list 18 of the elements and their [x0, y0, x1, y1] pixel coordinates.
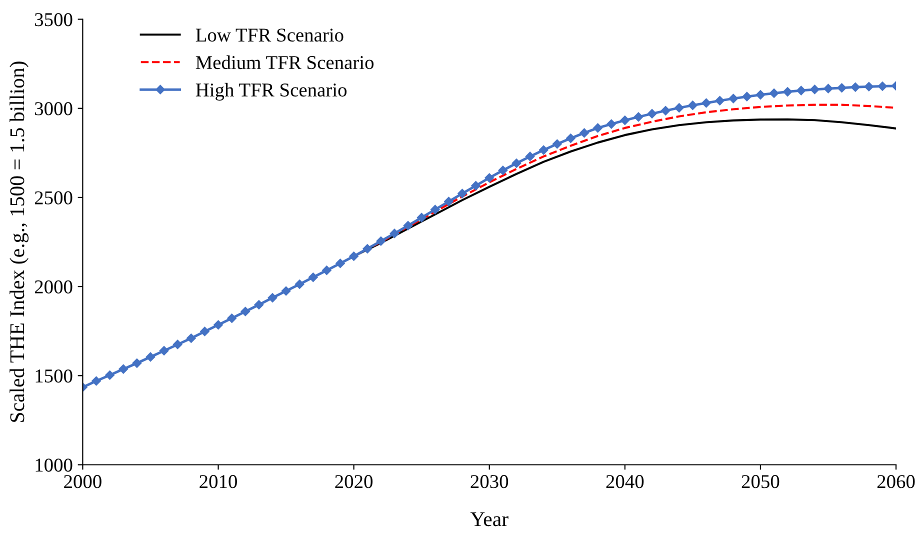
- x-tick-label: 2020: [335, 475, 373, 488]
- x-tick-label: 2000: [64, 475, 102, 488]
- legend-label: Medium TFR Scenario: [196, 55, 374, 70]
- legend-label: High TFR Scenario: [196, 82, 347, 101]
- y-axis-title: Scaled THE Index (e.g., 1500 = 1.5 billion): [10, 62, 29, 422]
- x-tick-label: 2040: [606, 475, 644, 488]
- x-tick-label: 2010: [200, 475, 237, 488]
- x-tick-label: 2050: [742, 475, 780, 488]
- y-tick-label: 1000: [36, 458, 72, 472]
- x-tick-label: 2060: [877, 475, 915, 488]
- y-tick-label: 2000: [34, 280, 72, 294]
- x-axis-title: Year: [470, 512, 508, 526]
- legend-label: Low TFR Scenario: [196, 28, 344, 42]
- y-tick-label: 3000: [35, 102, 72, 116]
- x-tick-label: 2030: [470, 475, 508, 488]
- y-tick-label: 1500: [36, 369, 72, 383]
- y-tick-label: 3500: [35, 13, 72, 26]
- y-tick-label: 2500: [34, 191, 72, 204]
